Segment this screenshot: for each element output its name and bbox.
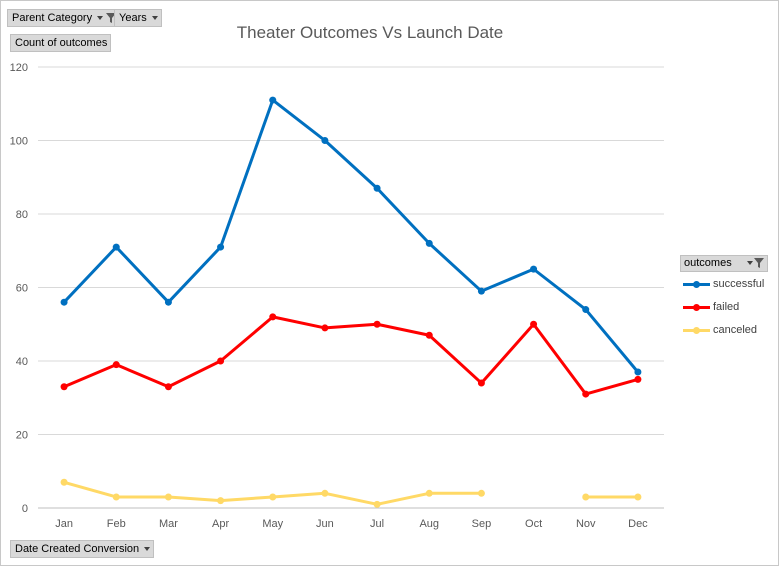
data-point-successful xyxy=(425,239,433,247)
x-tick-label: Jul xyxy=(370,518,384,530)
series-canceled xyxy=(60,478,642,508)
series-failed xyxy=(60,313,642,398)
series-line-successful xyxy=(62,98,640,374)
x-tick-label: Apr xyxy=(212,518,229,530)
data-point-failed xyxy=(321,324,329,332)
data-point-successful xyxy=(164,298,172,306)
legend-swatch-canceled xyxy=(683,325,710,335)
years-label: Years xyxy=(119,12,147,24)
count-of-outcomes-label: Count of outcomes xyxy=(15,37,108,49)
data-point-failed xyxy=(217,357,225,365)
data-point-canceled xyxy=(112,493,120,501)
data-point-canceled xyxy=(60,478,68,486)
date-created-conversion-button[interactable]: Date Created Conversion xyxy=(10,540,155,558)
data-point-canceled xyxy=(582,493,590,501)
count-of-outcomes-field-button[interactable]: Count of outcomes xyxy=(10,34,112,52)
data-point-canceled xyxy=(164,493,172,501)
x-tick-label: Dec xyxy=(628,518,648,530)
data-point-successful xyxy=(217,243,225,251)
data-point-successful xyxy=(60,298,68,306)
chevron-down-icon xyxy=(747,261,753,265)
y-tick-label: 0 xyxy=(22,503,28,515)
years-filter-button[interactable]: Years xyxy=(114,9,162,27)
data-point-canceled xyxy=(373,500,381,508)
legend-item-canceled: canceled xyxy=(680,318,768,341)
legend-swatch-successful xyxy=(683,279,710,289)
x-tick-label: May xyxy=(262,518,283,530)
date-created-conversion-label: Date Created Conversion xyxy=(15,543,140,555)
series-line-failed xyxy=(62,315,640,396)
y-tick-label: 20 xyxy=(16,430,28,442)
filter-funnel-icon xyxy=(106,13,117,23)
legend-marker xyxy=(693,303,700,311)
x-tick-label: Jun xyxy=(316,518,334,530)
series-successful xyxy=(60,96,642,376)
legend-item-successful: successful xyxy=(680,272,768,295)
legend-title: outcomes xyxy=(684,257,732,269)
y-tick-label: 40 xyxy=(16,356,28,368)
data-point-successful xyxy=(530,265,538,273)
data-point-failed xyxy=(112,361,120,369)
filter-funnel-icon xyxy=(754,258,764,268)
legend-outcomes-filter-button[interactable]: outcomes xyxy=(680,255,768,272)
x-tick-label: Nov xyxy=(576,518,596,530)
data-point-successful xyxy=(321,137,329,144)
data-point-failed xyxy=(530,320,538,328)
data-point-successful xyxy=(582,306,590,314)
data-point-failed xyxy=(634,375,642,383)
chart-title: Theater Outcomes Vs Launch Date xyxy=(237,23,503,42)
data-point-failed xyxy=(425,331,433,339)
data-point-canceled xyxy=(477,489,485,497)
data-point-failed xyxy=(582,390,590,398)
x-tick-label: Jan xyxy=(55,518,73,530)
x-tick-label: Feb xyxy=(107,518,126,530)
data-point-canceled xyxy=(269,493,277,501)
data-point-successful xyxy=(634,368,642,376)
data-point-canceled xyxy=(634,493,642,501)
legend-marker xyxy=(693,280,700,288)
data-point-successful xyxy=(112,243,120,251)
legend-item-failed: failed xyxy=(680,295,768,318)
y-tick-label: 80 xyxy=(16,209,28,221)
data-point-failed xyxy=(477,379,485,387)
data-point-canceled xyxy=(217,497,225,505)
y-tick-label: 100 xyxy=(10,136,28,148)
data-point-failed xyxy=(373,320,381,328)
data-point-successful xyxy=(373,184,381,192)
chevron-down-icon xyxy=(144,547,151,551)
data-point-failed xyxy=(60,383,68,391)
legend-swatch-failed xyxy=(683,302,710,312)
data-point-canceled xyxy=(321,489,329,497)
y-tick-label: 120 xyxy=(10,62,28,74)
legend: outcomes successful failed canceled xyxy=(680,255,768,341)
data-point-successful xyxy=(477,287,485,295)
x-tick-label: Mar xyxy=(159,518,178,530)
x-tick-label: Oct xyxy=(525,518,542,530)
data-point-canceled xyxy=(425,489,433,497)
data-point-successful xyxy=(269,96,277,104)
chevron-down-icon xyxy=(97,16,104,20)
legend-marker xyxy=(693,326,700,334)
legend-label-canceled: canceled xyxy=(713,323,758,336)
chevron-down-icon xyxy=(151,16,158,20)
legend-label-successful: successful xyxy=(713,277,765,290)
y-tick-label: 60 xyxy=(16,283,28,295)
series-line-canceled xyxy=(62,480,483,506)
parent-category-filter-button[interactable]: Parent Category xyxy=(7,9,121,27)
parent-category-label: Parent Category xyxy=(12,12,93,24)
data-point-failed xyxy=(164,383,172,391)
legend-label-failed: failed xyxy=(713,300,740,313)
x-tick-label: Sep xyxy=(472,518,492,530)
x-tick-label: Aug xyxy=(419,518,439,530)
data-point-failed xyxy=(269,313,277,321)
